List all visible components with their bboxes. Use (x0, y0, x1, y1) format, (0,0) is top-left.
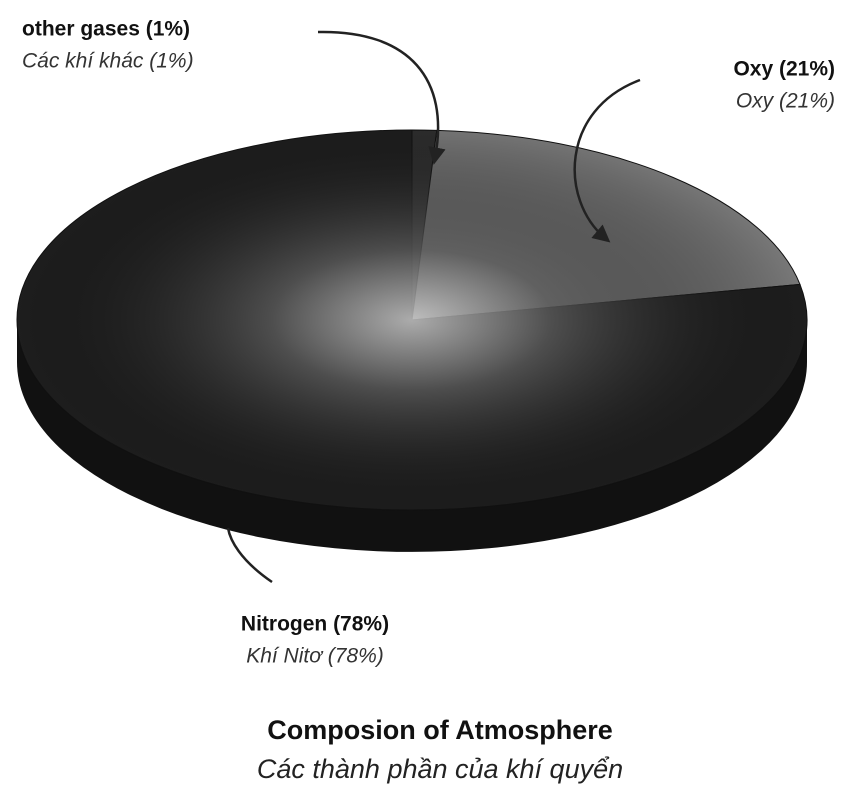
slice-label-vi: Oxy (21%) (736, 90, 835, 113)
chart-subtitle: Các thành phần của khí quyển (257, 754, 623, 784)
slice-label-vi: Khí Nitơ (78%) (246, 645, 384, 668)
slice-label: Oxy (21%) (733, 58, 835, 81)
slice-label-vi: Các khí khác (1%) (22, 50, 194, 73)
slice-label: other gases (1%) (22, 18, 190, 41)
slice-label: Nitrogen (78%) (241, 613, 389, 636)
arrow (573, 78, 641, 243)
arrow (226, 527, 273, 584)
labels: other gases (1%) Các khí khác (1%) Oxy (21… (22, 18, 835, 668)
arrow (317, 30, 446, 165)
chart-title: Composion of Atmosphere (267, 715, 613, 745)
slices (16, 129, 808, 511)
